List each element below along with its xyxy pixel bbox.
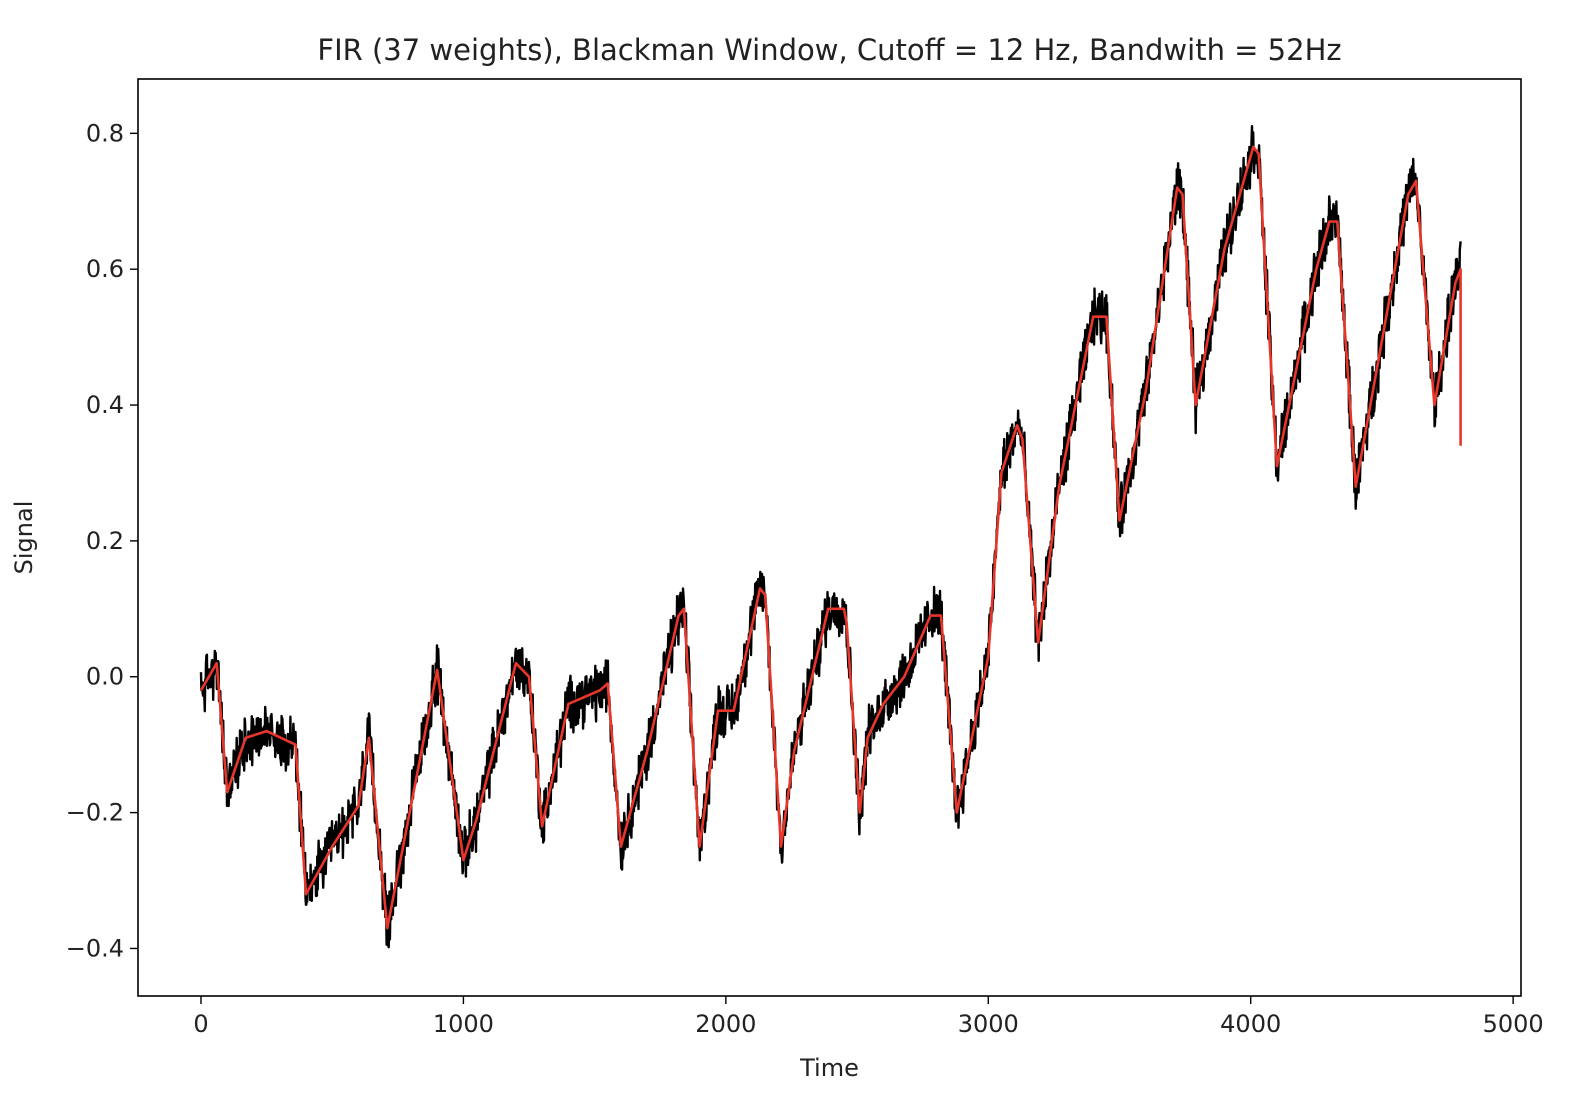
x-tick-label: 0 [193,1010,208,1038]
x-axis-label: Time [799,1054,859,1082]
x-tick-label: 3000 [958,1010,1019,1038]
chart-title: FIR (37 weights), Blackman Window, Cutof… [317,33,1341,67]
y-axis-label: Signal [10,501,38,575]
y-tick-label: −0.4 [66,934,124,962]
y-tick-label: 0.0 [86,663,124,691]
axes-frame [137,78,1522,997]
y-tick-label: 0.4 [86,391,124,419]
y-tick-label: 0.2 [86,527,124,555]
x-tick-label: 5000 [1483,1010,1544,1038]
series-raw-line [199,125,1462,949]
y-tick-label: 0.8 [86,119,124,147]
x-tick-label: 1000 [433,1010,494,1038]
x-tick-label: 2000 [695,1010,756,1038]
y-tick-label: −0.2 [66,799,124,827]
plot-area [199,125,1462,949]
series-filtered-line [199,145,1462,930]
x-tick-label: 4000 [1220,1010,1281,1038]
axes: 0 1000 2000 3000 4000 5000 −0.4 −0.2 0.0 0.2 0.4 0.… [66,78,1544,1038]
y-tick-label: 0.6 [86,255,124,283]
